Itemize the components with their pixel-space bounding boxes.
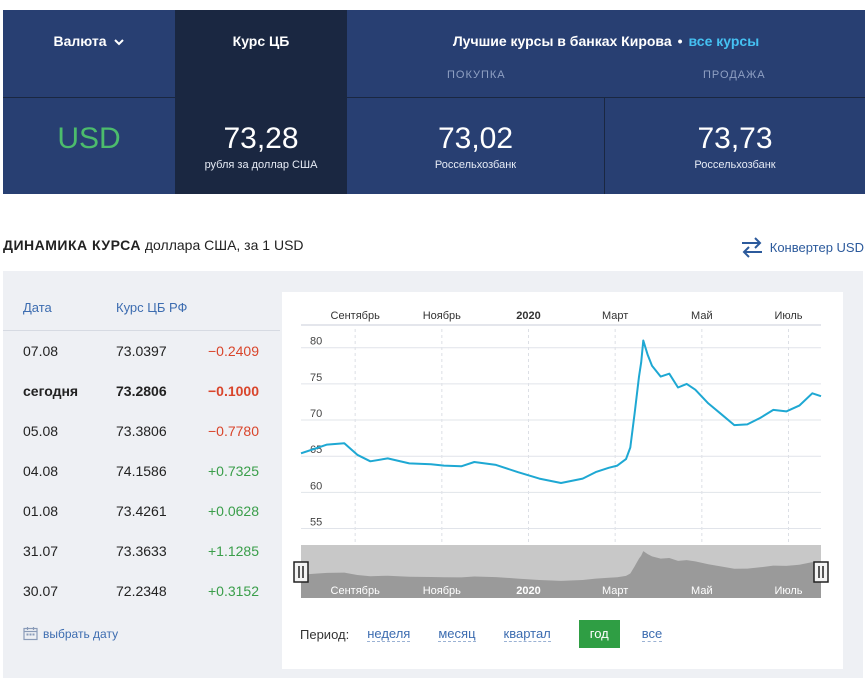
cb-rate-value: 73,28 [223,122,299,155]
table-row: 31.07 73.3633 +1.1285 [3,531,280,571]
row-rate: 74.1586 [116,463,167,479]
buy-label: ПОКУПКА [447,69,506,81]
converter-label: Конвертер USD [769,239,864,255]
bullet-separator: • [677,33,683,49]
currency-code: USD [57,122,121,155]
row-change: −0.7780 [208,423,259,439]
dynamics-title: ДИНАМИКА КУРСА доллара США, за 1 USD [3,237,304,253]
all-rates-link[interactable]: все курсы [688,33,760,49]
converter-link[interactable]: Конвертер USD [740,236,864,258]
buy-rate-value: 73,02 [437,122,514,155]
row-rate: 72.2348 [116,583,167,599]
row-rate: 73.3633 [116,543,167,559]
period-all[interactable]: все [641,626,663,642]
sell-rate-box: 73,73 Россельхозбанк [606,98,864,194]
column-header-date: Дата [23,300,52,315]
row-date: сегодня [23,383,79,399]
rates-banner: Валюта Курс ЦБ Лучшие курсы в банках Кир… [3,10,865,194]
dynamics-title-rest: доллара США, за 1 USD [144,237,304,253]
row-rate: 73.4261 [116,503,167,519]
table-row: 30.07 72.2348 +0.3152 [3,571,280,611]
table-header-divider [3,330,280,331]
row-date: 04.08 [23,463,59,479]
row-change: +0.0628 [208,503,259,519]
cb-rate-box: 73,28 рубля за доллар США [175,98,347,194]
row-date: 05.08 [23,423,59,439]
row-change: −0.2409 [208,343,259,359]
row-change: +0.3152 [208,583,259,599]
column-header-rate: Курс ЦБ РФ [116,300,188,315]
swap-arrows-icon [741,237,762,258]
pick-date-link[interactable]: выбрать дату [23,626,118,641]
row-change: +1.1285 [208,543,259,559]
chevron-down-icon [113,39,124,46]
row-date: 31.07 [23,543,59,559]
row-rate: 73.2806 [116,383,167,399]
calendar-icon [23,627,38,641]
sell-label: ПРОДАЖА [703,69,766,81]
pick-date-label: выбрать дату [43,626,119,641]
buy-rate-box: 73,02 Россельхозбанк [347,98,605,194]
row-date: 07.08 [23,343,59,359]
row-rate: 73.0397 [116,343,167,359]
best-rates-header: Лучшие курсы в банках Кирова • все курсы П… [347,10,865,97]
period-label: Период: [300,626,350,642]
table-row: 01.08 73.4261 +0.0628 [3,491,280,531]
best-rates-label: Лучшие курсы в банках Кирова [452,33,672,49]
cb-rate-header: Курс ЦБ [175,10,347,97]
buy-bank-name: Россельхозбанк [434,159,517,171]
period-selector: Период: неделя месяц квартал год все [300,620,690,648]
row-date: 30.07 [23,583,59,599]
currency-dropdown-label: Валюта [53,33,107,49]
table-row-today: сегодня 73.2806 −0.1000 [3,371,280,411]
period-month[interactable]: месяц [438,626,476,642]
table-row: 07.08 73.0397 −0.2409 [3,331,280,371]
best-rates-title: Лучшие курсы в банках Кирова • все курсы [347,33,865,49]
currency-dropdown[interactable]: Валюта [3,10,175,97]
banner-divider [3,97,865,98]
sell-rate-value: 73,73 [697,122,773,155]
period-week[interactable]: неделя [367,626,411,642]
cb-rate-label: Курс ЦБ [232,33,290,49]
row-change: −0.1000 [208,383,259,399]
table-row: 05.08 73.3806 −0.7780 [3,411,280,451]
sell-bank-name: Россельхозбанк [694,159,776,171]
row-change: +0.7325 [208,463,259,479]
period-year[interactable]: год [578,620,620,648]
dynamics-title-bold: ДИНАМИКА КУРСА [3,237,141,253]
row-date: 01.08 [23,503,59,519]
cb-rate-caption: рубля за доллар США [204,159,318,171]
period-quarter[interactable]: квартал [503,626,551,642]
row-rate: 73.3806 [116,423,167,439]
chart-card [282,292,843,669]
table-row: 04.08 74.1586 +0.7325 [3,451,280,491]
